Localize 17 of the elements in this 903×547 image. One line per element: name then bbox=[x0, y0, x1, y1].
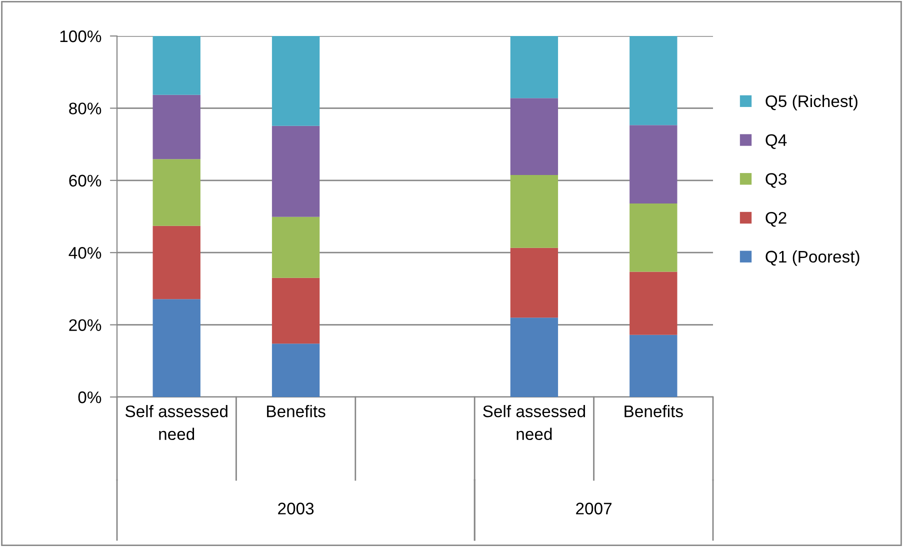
legend-label: Q2 bbox=[766, 212, 786, 227]
legend-label: Q1 (Poorest) bbox=[766, 250, 860, 266]
legend-label: Q5 (Richest) bbox=[766, 94, 858, 110]
y-tick-label: 80% bbox=[69, 102, 102, 114]
y-tick-label: 40% bbox=[68, 247, 102, 259]
x-tick-label: Self assessed need bbox=[125, 405, 228, 440]
y-tick-label: 60% bbox=[69, 174, 102, 187]
x-tick-label: Benefits bbox=[267, 405, 326, 418]
legend-label: Q3 bbox=[766, 173, 786, 188]
text: 2003 bbox=[278, 502, 314, 514]
y-tick-label: 100% bbox=[60, 30, 102, 42]
text: 2007 bbox=[576, 502, 612, 514]
x-tick-label: Benefits bbox=[624, 405, 683, 418]
x-tick-label: Self assessed need bbox=[483, 405, 586, 440]
y-tick-label: 0% bbox=[78, 391, 102, 404]
y-tick-label: 20% bbox=[69, 319, 102, 332]
legend-label: Q4 bbox=[766, 134, 787, 149]
